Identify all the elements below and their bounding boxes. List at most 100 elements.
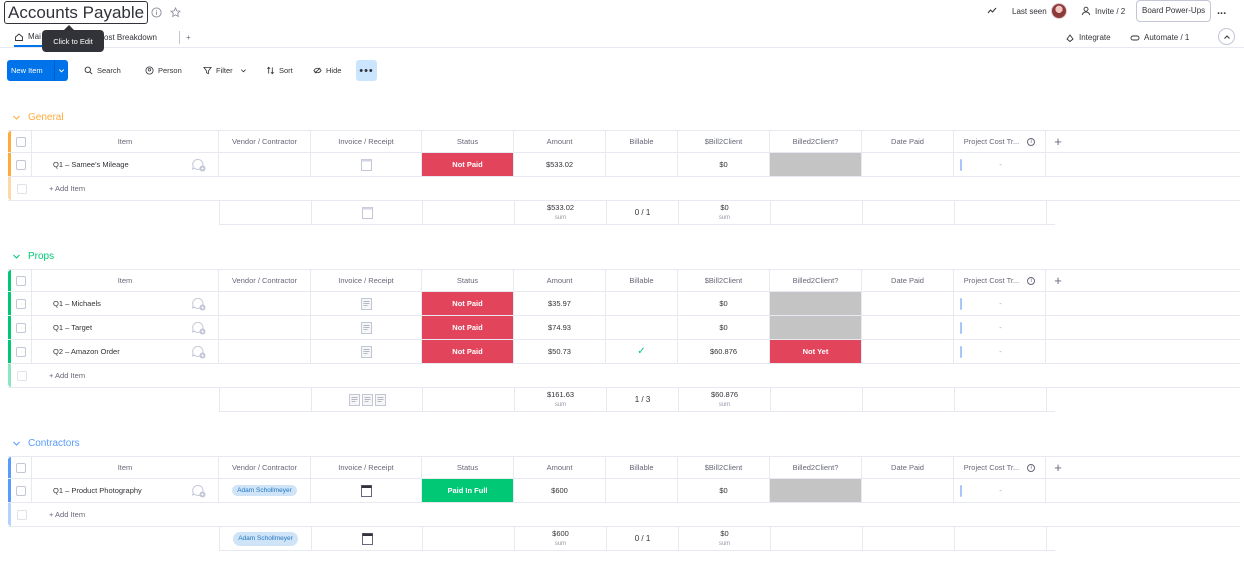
chevron-down-icon[interactable] <box>55 67 68 74</box>
invoice-cell[interactable] <box>311 479 422 502</box>
project-cost-timeline-cell[interactable]: - <box>954 153 1046 176</box>
billable-cell[interactable] <box>606 292 678 315</box>
amount-cell[interactable]: $533.02 <box>514 153 606 176</box>
project-cost-timeline-cell[interactable]: - <box>954 340 1046 363</box>
group-title[interactable]: Contractors <box>12 435 80 451</box>
billable-cell[interactable]: ✓ <box>606 340 678 363</box>
search-button[interactable]: Search <box>84 60 121 81</box>
column-header-billable[interactable]: Billable <box>606 131 678 152</box>
table-row[interactable]: Q1 – Michaels Not Paid $35.97 $0 - <box>8 292 1240 316</box>
add-item-button[interactable]: + Add Item <box>49 371 86 380</box>
add-column-button[interactable]: + <box>1046 457 1070 478</box>
star-icon[interactable] <box>170 7 181 18</box>
status-cell[interactable]: Not Paid <box>422 153 514 176</box>
row-checkbox[interactable] <box>16 485 26 496</box>
column-header-bill2client[interactable]: $Bill2Client <box>678 270 770 291</box>
item-name-cell[interactable]: Q1 – Michaels <box>8 292 219 315</box>
add-item-row[interactable]: + Add Item <box>8 364 1240 388</box>
invoice-cell[interactable] <box>311 340 422 363</box>
new-item-button[interactable]: New Item <box>7 60 68 81</box>
item-name[interactable]: Q2 – Amazon Order <box>53 347 120 356</box>
table-row[interactable]: Q1 – Target Not Paid $74.93 $0 - <box>8 316 1240 340</box>
invoice-cell[interactable] <box>311 292 422 315</box>
group-title[interactable]: Props <box>12 248 54 264</box>
vendor-cell[interactable] <box>219 153 311 176</box>
receipt-file-icon[interactable] <box>360 321 372 334</box>
status-cell[interactable]: Not Paid <box>422 340 514 363</box>
column-header-billed2client[interactable]: Billed2Client? <box>770 457 862 478</box>
select-all-checkbox[interactable] <box>16 462 26 473</box>
vendor-cell[interactable] <box>219 292 311 315</box>
info-icon[interactable]: i <box>1027 137 1036 146</box>
tab-cost-breakdown[interactable]: ost Breakdown <box>104 28 157 47</box>
more-menu-button[interactable]: ... <box>1217 5 1227 17</box>
column-header-amount[interactable]: Amount <box>514 270 606 291</box>
column-header-vendor[interactable]: Vendor / Contractor <box>219 457 311 478</box>
automate-button[interactable]: Automate / 1 <box>1130 28 1189 47</box>
last-seen[interactable]: Last seen <box>1012 0 1067 22</box>
billable-cell[interactable] <box>606 479 678 502</box>
board-title[interactable]: Accounts Payable <box>4 1 149 24</box>
add-update-icon[interactable] <box>191 344 207 360</box>
project-cost-timeline-cell[interactable]: - <box>954 316 1046 339</box>
item-name[interactable]: Q1 – Michaels <box>53 299 101 308</box>
column-header-billable[interactable]: Billable <box>606 270 678 291</box>
status-cell[interactable]: Not Paid <box>422 292 514 315</box>
status-cell[interactable]: Paid In Full <box>422 479 514 502</box>
column-header-status[interactable]: Status <box>422 131 514 152</box>
column-header-project_cost[interactable]: Project Cost Tr... i <box>954 131 1046 152</box>
select-all-checkbox[interactable] <box>16 136 26 147</box>
row-checkbox[interactable] <box>16 298 26 309</box>
column-header-billed2client[interactable]: Billed2Client? <box>770 270 862 291</box>
amount-cell[interactable]: $600 <box>514 479 606 502</box>
item-name[interactable]: Q1 – Samee's Mileage <box>53 160 129 169</box>
hide-button[interactable]: Hide <box>313 60 341 81</box>
column-header-status[interactable]: Status <box>422 270 514 291</box>
project-cost-timeline-cell[interactable]: - <box>954 292 1046 315</box>
row-checkbox[interactable] <box>16 346 26 357</box>
chevron-down-icon[interactable] <box>12 439 21 448</box>
billed2client-cell[interactable] <box>770 153 862 176</box>
billed2client-cell[interactable] <box>770 479 862 502</box>
amount-cell[interactable]: $50.73 <box>514 340 606 363</box>
receipt-file-icon[interactable] <box>360 345 372 358</box>
date-paid-cell[interactable] <box>862 316 954 339</box>
chevron-down-icon[interactable] <box>12 113 21 122</box>
column-header-vendor[interactable]: Vendor / Contractor <box>219 270 311 291</box>
column-header-amount[interactable]: Amount <box>514 131 606 152</box>
column-header-status[interactable]: Status <box>422 457 514 478</box>
add-update-icon[interactable] <box>191 483 207 499</box>
item-name[interactable]: Q1 – Target <box>53 323 93 332</box>
vendor-cell[interactable] <box>219 340 311 363</box>
column-header-billable[interactable]: Billable <box>606 457 678 478</box>
sort-button[interactable]: Sort <box>266 60 293 81</box>
date-paid-cell[interactable] <box>862 340 954 363</box>
date-paid-cell[interactable] <box>862 479 954 502</box>
add-item-button[interactable]: + Add Item <box>49 510 86 519</box>
add-update-icon[interactable] <box>191 320 207 336</box>
item-name-cell[interactable]: Q2 – Amazon Order <box>8 340 219 363</box>
item-name[interactable]: Q1 – Product Photography <box>53 486 142 495</box>
document-file-icon[interactable] <box>360 158 372 171</box>
vendor-cell[interactable] <box>219 316 311 339</box>
add-update-icon[interactable] <box>191 157 207 173</box>
add-item-button[interactable]: + Add Item <box>49 184 86 193</box>
billed2client-cell[interactable] <box>770 292 862 315</box>
item-name-cell[interactable]: Q1 – Product Photography <box>8 479 219 502</box>
amount-cell[interactable]: $74.93 <box>514 316 606 339</box>
person-filter-button[interactable]: Person <box>145 60 182 81</box>
add-item-row[interactable]: + Add Item <box>8 177 1240 201</box>
row-checkbox[interactable] <box>16 159 26 170</box>
add-column-button[interactable]: + <box>1046 131 1070 152</box>
column-header-item[interactable]: Item <box>32 131 219 152</box>
info-icon[interactable]: i <box>1027 276 1036 285</box>
add-item-row[interactable]: + Add Item <box>8 503 1240 527</box>
billed2client-cell[interactable] <box>770 316 862 339</box>
column-header-date_paid[interactable]: Date Paid <box>862 270 954 291</box>
column-header-vendor[interactable]: Vendor / Contractor <box>219 131 311 152</box>
column-header-project_cost[interactable]: Project Cost Tr... i <box>954 270 1046 291</box>
invite-button[interactable]: Invite / 2 <box>1081 0 1125 22</box>
billed2client-cell[interactable]: Not Yet <box>770 340 862 363</box>
filter-button[interactable]: Filter <box>203 60 247 81</box>
billable-cell[interactable] <box>606 153 678 176</box>
